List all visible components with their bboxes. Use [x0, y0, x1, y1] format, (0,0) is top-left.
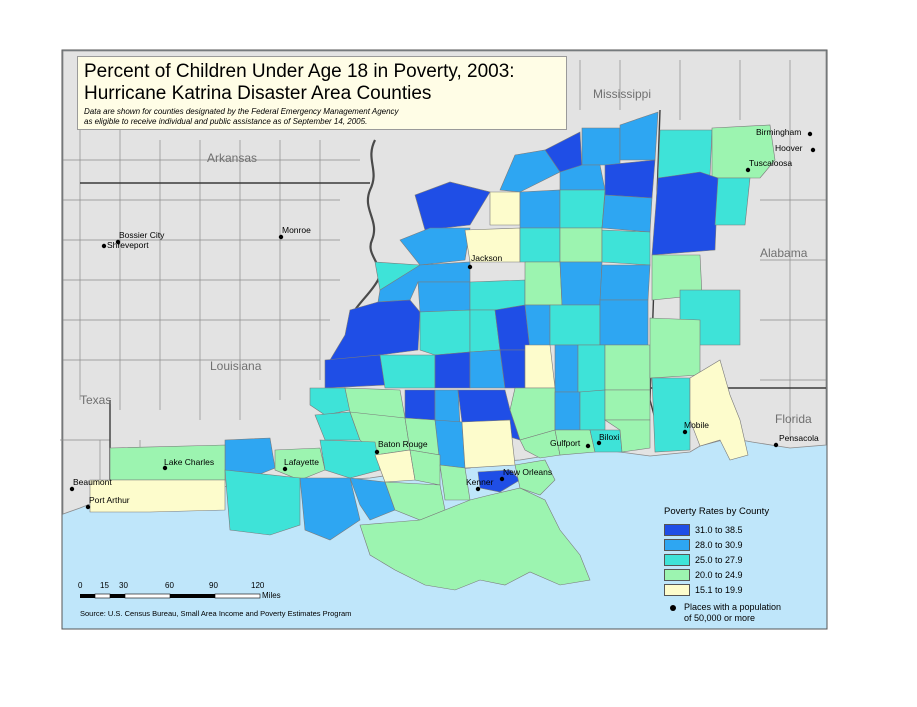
city-label-gulfport: Gulfport: [550, 438, 581, 448]
city-markers: [69, 131, 816, 510]
legend-label: 28.0 to 30.9: [695, 539, 743, 550]
source-note: Source: U.S. Census Bureau, Small Area I…: [80, 609, 352, 618]
scale-tick: 30: [119, 581, 128, 590]
legend-item: 20.0 to 24.9: [664, 567, 824, 582]
title-note: Data are shown for counties designated b…: [84, 107, 560, 127]
city-label-new-orleans: New Orleans: [503, 467, 552, 477]
scale-tick: 60: [165, 581, 174, 590]
city-label-baton-rouge: Baton Rouge: [378, 439, 428, 449]
legend-swatch: [664, 538, 690, 551]
note-line-1: Data are shown for counties designated b…: [84, 107, 399, 116]
legend-places: Places with a population of 50,000 or mo…: [664, 602, 824, 624]
state-label-arkansas: Arkansas: [207, 151, 257, 165]
mississippi-river: [348, 139, 381, 321]
scale-tick: 120: [251, 581, 265, 590]
title-box: Percent of Children Under Age 18 in Pove…: [77, 56, 567, 130]
state-label-texas: Texas: [80, 393, 111, 407]
city-label-kenner: Kenner: [466, 477, 494, 487]
legend-item: 28.0 to 30.9: [664, 537, 824, 552]
scale-tick: 0: [78, 581, 83, 590]
city-label-biloxi: Biloxi: [599, 432, 619, 442]
places-line-2: of 50,000 or more: [684, 613, 756, 623]
scale-unit: Miles: [262, 591, 281, 600]
scale-tick: 90: [209, 581, 218, 590]
city-label-mobile: Mobile: [684, 420, 709, 430]
legend-label: 25.0 to 27.9: [695, 554, 743, 565]
city-label-lafayette: Lafayette: [284, 457, 319, 467]
city-label-pensacola: Pensacola: [779, 433, 819, 443]
scale-tick: 15: [100, 581, 109, 590]
city-label-birmingham: Birmingham: [756, 127, 801, 137]
legend-swatch: [664, 523, 690, 536]
city-label-port-arthur: Port Arthur: [89, 495, 130, 505]
state-label-mississippi: Mississippi: [593, 87, 651, 101]
city-label-hoover: Hoover: [775, 143, 803, 153]
legend: Poverty Rates by County 31.0 to 38.5 28.…: [664, 506, 824, 624]
map-subtitle: Hurricane Katrina Disaster Area Counties: [84, 83, 432, 104]
map-title: Percent of Children Under Age 18 in Pove…: [84, 61, 515, 82]
state-label-florida: Florida: [775, 412, 812, 426]
legend-item: 31.0 to 38.5: [664, 522, 824, 537]
place-dot-icon: [670, 605, 676, 611]
state-label-alabama: Alabama: [760, 246, 808, 260]
legend-swatch: [664, 553, 690, 566]
county-choropleth: [89, 111, 776, 591]
legend-label: 15.1 to 19.9: [695, 584, 743, 595]
legend-label: 31.0 to 38.5: [695, 524, 743, 535]
city-label-beaumont: Beaumont: [73, 477, 112, 487]
legend-item: 25.0 to 27.9: [664, 552, 824, 567]
places-line-1: Places with a population: [684, 602, 782, 612]
state-label-louisiana: Louisiana: [210, 359, 262, 373]
legend-swatch: [664, 568, 690, 581]
legend-title: Poverty Rates by County: [664, 506, 770, 517]
city-label-monroe: Monroe: [282, 225, 311, 235]
county-lines: [60, 60, 826, 510]
city-label-jackson: Jackson: [471, 253, 502, 263]
legend-label: 20.0 to 24.9: [695, 569, 743, 580]
city-label-lake-charles: Lake Charles: [164, 457, 214, 467]
legend-item: 15.1 to 19.9: [664, 582, 824, 597]
city-label-bossier-city: Bossier City: [119, 230, 165, 240]
note-line-2: as eligible to receive individual and pu…: [84, 117, 368, 126]
legend-swatch: [664, 583, 690, 596]
scale-bar: [80, 593, 261, 599]
city-label-tuscaloosa: Tuscaloosa: [749, 158, 792, 168]
city-label-shreveport: Shreveport: [107, 240, 149, 250]
